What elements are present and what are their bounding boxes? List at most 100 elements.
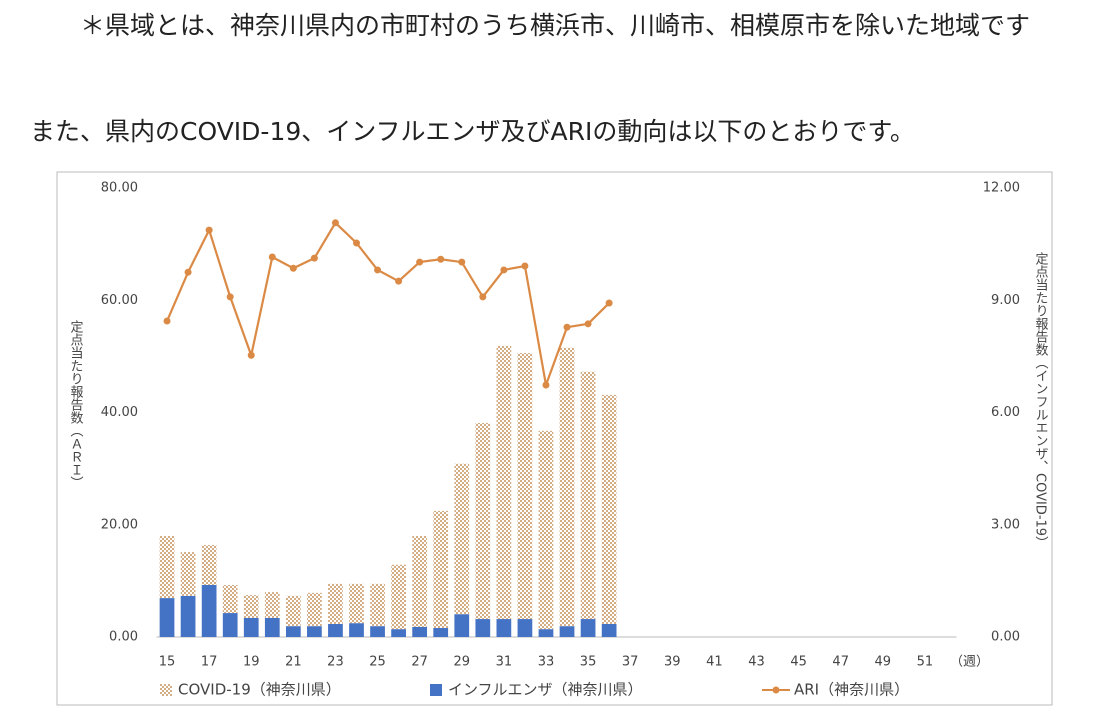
bar bbox=[475, 422, 491, 620]
bar bbox=[201, 544, 217, 585]
bar bbox=[349, 583, 364, 624]
x-tick-label: 21 bbox=[285, 655, 302, 670]
line-marker bbox=[374, 266, 382, 274]
x-tick-label: 17 bbox=[201, 655, 218, 670]
intro-text: また、県内のCOVID-19、インフルエンザ及びARIの動向は以下のとおりです。 bbox=[30, 117, 915, 146]
bar bbox=[222, 613, 238, 637]
y-tick-label: 60.00 bbox=[101, 293, 138, 308]
bar bbox=[391, 564, 406, 630]
bar bbox=[180, 552, 196, 596]
bar bbox=[180, 595, 196, 637]
y2-tick-label: 12.00 bbox=[983, 181, 1020, 196]
bar bbox=[370, 626, 385, 637]
bar bbox=[222, 584, 238, 614]
x-tick-label: 23 bbox=[327, 655, 344, 670]
x-tick-label: 41 bbox=[706, 655, 723, 670]
line-marker bbox=[458, 258, 466, 266]
bar bbox=[159, 535, 175, 599]
x-tick-label: 15 bbox=[159, 655, 176, 670]
line-marker bbox=[521, 262, 529, 270]
bar bbox=[538, 430, 554, 630]
legend-swatch bbox=[772, 686, 780, 694]
line-marker bbox=[353, 239, 360, 247]
legend-label: COVID-19（神奈川県） bbox=[178, 681, 341, 699]
line-marker bbox=[268, 253, 276, 261]
bar bbox=[496, 619, 512, 637]
bar bbox=[349, 623, 364, 637]
bar bbox=[517, 353, 533, 620]
y2-tick-label: 6.00 bbox=[991, 405, 1020, 420]
line-marker bbox=[542, 381, 550, 389]
x-tick-label: 31 bbox=[496, 655, 513, 670]
bar bbox=[454, 614, 470, 637]
x-tick-label: 27 bbox=[411, 655, 428, 670]
y2-tick-label: 9.00 bbox=[991, 293, 1020, 308]
line-marker bbox=[584, 320, 592, 328]
bar bbox=[496, 345, 512, 620]
x-tick-label: 35 bbox=[580, 655, 597, 670]
y-tick-label: 80.00 bbox=[101, 181, 138, 196]
bar bbox=[601, 623, 617, 637]
y2-axis-title: 定点当たり報告数（インフルエンザ、COVID-19） bbox=[1033, 252, 1049, 549]
legend-label: ARI（神奈川県） bbox=[794, 681, 909, 699]
bar bbox=[538, 629, 554, 637]
bar bbox=[243, 595, 259, 618]
y2-tick-label: 3.00 bbox=[991, 517, 1020, 532]
line-marker bbox=[479, 293, 487, 301]
note-text: ＊県域とは、神奈川県内の市町村のうち横浜市、川崎市、相模原市を除いた地域です bbox=[79, 11, 1030, 40]
bar bbox=[264, 592, 280, 618]
bar bbox=[243, 617, 259, 637]
y-tick-label: 20.00 bbox=[101, 517, 138, 532]
bar bbox=[559, 626, 575, 637]
bar bbox=[559, 347, 575, 627]
x-tick-label: 51 bbox=[917, 655, 934, 670]
line-marker bbox=[416, 258, 424, 266]
line-marker bbox=[331, 219, 339, 227]
y-tick-label: 0.00 bbox=[109, 630, 138, 645]
line-marker bbox=[247, 351, 255, 359]
bar bbox=[285, 626, 301, 637]
bar bbox=[201, 584, 217, 637]
x-tick-label: 37 bbox=[622, 655, 639, 670]
line-marker bbox=[289, 264, 297, 272]
bar bbox=[580, 619, 596, 637]
bar bbox=[307, 592, 322, 627]
line-marker bbox=[605, 299, 613, 307]
line-marker bbox=[437, 255, 445, 263]
x-tick-label: 47 bbox=[832, 655, 849, 670]
bar bbox=[412, 535, 428, 627]
line-marker bbox=[163, 317, 171, 325]
bar bbox=[433, 510, 449, 629]
bar bbox=[307, 626, 322, 637]
x-tick-label: 19 bbox=[243, 655, 260, 670]
line bbox=[166, 221, 610, 390]
x-tick-label: 25 bbox=[369, 655, 386, 670]
bar bbox=[601, 394, 617, 624]
chart-frame bbox=[56, 171, 1053, 706]
y-tick-label: 40.00 bbox=[101, 405, 138, 420]
legend-swatch bbox=[430, 684, 442, 696]
bar bbox=[159, 598, 175, 637]
bar bbox=[264, 617, 280, 637]
x-tick-label: 49 bbox=[875, 655, 892, 670]
bar bbox=[517, 619, 533, 637]
line-marker bbox=[563, 323, 571, 331]
x-axis-unit: （週） bbox=[950, 655, 989, 670]
line-marker bbox=[500, 266, 508, 274]
line-marker bbox=[184, 268, 192, 276]
legend-label: インフルエンザ（神奈川県） bbox=[448, 681, 643, 699]
line-marker bbox=[226, 293, 234, 301]
bar bbox=[454, 463, 470, 615]
x-tick-label: 33 bbox=[538, 655, 555, 670]
bar bbox=[370, 583, 385, 627]
bar bbox=[328, 623, 343, 637]
bar bbox=[285, 595, 301, 627]
bar bbox=[391, 629, 406, 637]
line-marker bbox=[310, 254, 318, 262]
y-axis-title: 定点当たり報告数（ＡＲＩ） bbox=[68, 320, 84, 489]
x-tick-label: 39 bbox=[664, 655, 681, 670]
y2-tick-label: 0.00 bbox=[991, 630, 1020, 645]
bar bbox=[412, 626, 428, 637]
